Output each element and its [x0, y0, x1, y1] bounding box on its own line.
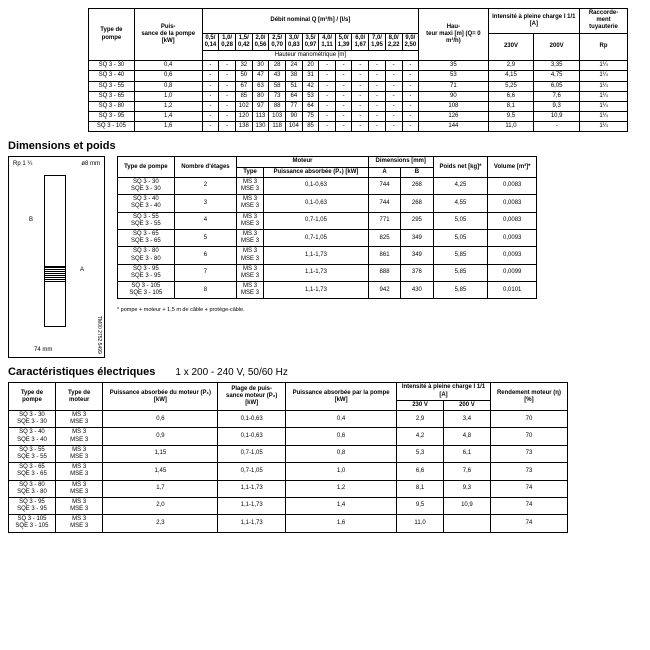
col-debit: Débit nominal Q [m³/h] / [l/s] — [202, 9, 419, 34]
hm-label: Hauteur manométrique [m] — [202, 50, 419, 60]
col-hauteur: Hau-teur maxi [m] (Q= 0 m³/h) — [419, 9, 488, 61]
pump-diagram: Rp 1 ¼ ø8 mm B A 74 mm TM00 2752 5499 — [8, 156, 105, 358]
col-power: Puis-sance de la pompe [kW] — [134, 9, 202, 61]
dim-title: Dimensions et poids — [8, 140, 642, 152]
dimensions-table: Type de pompe Nombre d'étages Moteur Dim… — [117, 156, 537, 299]
col-intensite: Intensité à pleine charge I 1/1 [A] — [488, 9, 579, 34]
elec-title: Caractéristiques électriques1 x 200 - 24… — [8, 366, 642, 378]
col-type: Type de pompe — [89, 9, 135, 61]
col-raccord: Raccorde-ment tuyauterie — [580, 9, 628, 34]
flow-table: Type de pompe Puis-sance de la pompe [kW… — [88, 8, 628, 132]
electrical-table: Type de pompe Type de moteur Puissance a… — [8, 382, 568, 532]
dim-note: * pompe + moteur + 1,5 m de câble + prot… — [117, 307, 537, 313]
